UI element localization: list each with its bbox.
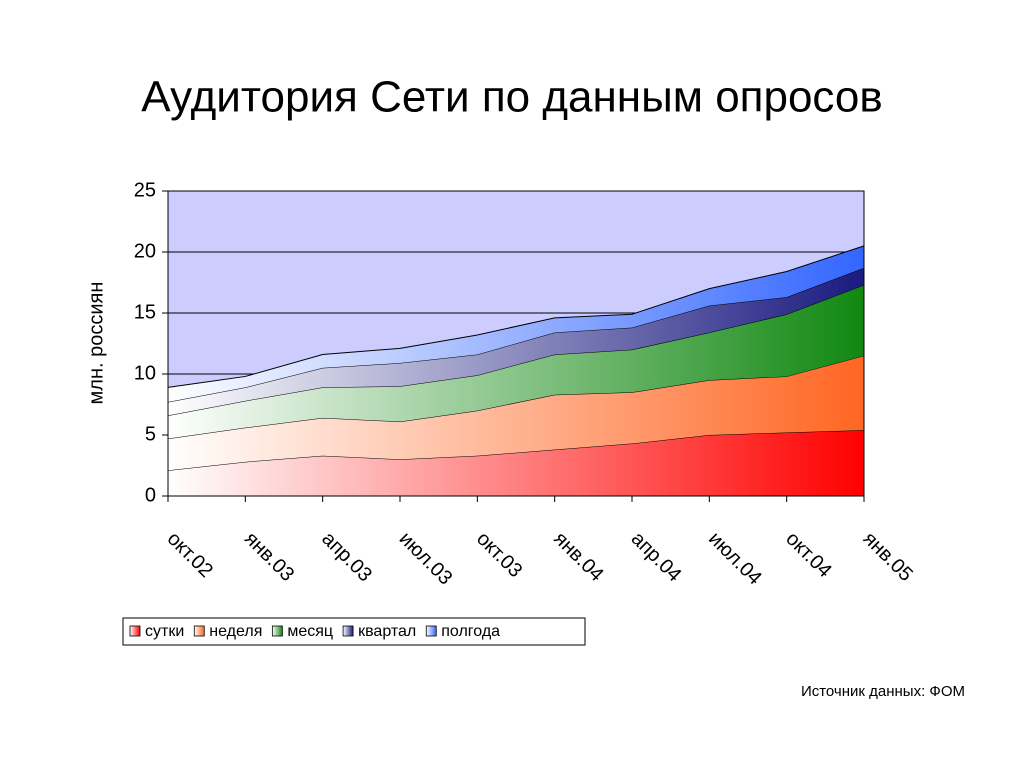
x-tick-label: окт.04 [781,528,835,582]
area-edge [167,245,865,388]
x-tick-label: апр.04 [627,528,686,587]
plot-border [167,190,865,497]
x-tick-label: июл.03 [395,528,457,590]
legend-label: полгода [441,623,500,640]
legend-swatch [342,625,354,637]
y-tick-label: 10 [134,362,156,384]
y-tick-label: 15 [134,301,156,323]
area [168,284,864,439]
legend-swatch [425,625,437,637]
legend-label: сутки [145,623,184,640]
x-tick-label: янв.04 [549,528,607,586]
legend-label: месяц [287,623,333,640]
legend-label: неделя [209,623,262,640]
x-tick-label: янв.03 [240,528,298,586]
x-tick-label: июл.04 [704,528,766,590]
area [168,245,864,403]
legend-label: квартал [358,623,416,640]
y-axis-label: млн. россиян [85,282,107,405]
area [168,430,864,496]
y-tick-label: 5 [145,423,156,445]
legend-swatch [193,625,205,637]
area [168,267,864,416]
legend-swatch [271,625,283,637]
y-tick-label: 20 [134,240,156,262]
y-tick-label: 0 [145,484,156,506]
source-note: Источник данных: ФОМ [801,683,965,700]
legend-swatch [129,625,141,637]
x-tick-label: окт.03 [472,528,526,582]
x-tick-label: янв.05 [859,528,917,586]
x-tick-label: апр.03 [317,528,376,587]
x-tick-label: окт.02 [163,528,217,582]
chart-title: Аудитория Сети по данным опросов [141,73,883,122]
y-tick-label: 25 [134,179,156,201]
legend-box [122,617,586,646]
area [168,355,864,471]
